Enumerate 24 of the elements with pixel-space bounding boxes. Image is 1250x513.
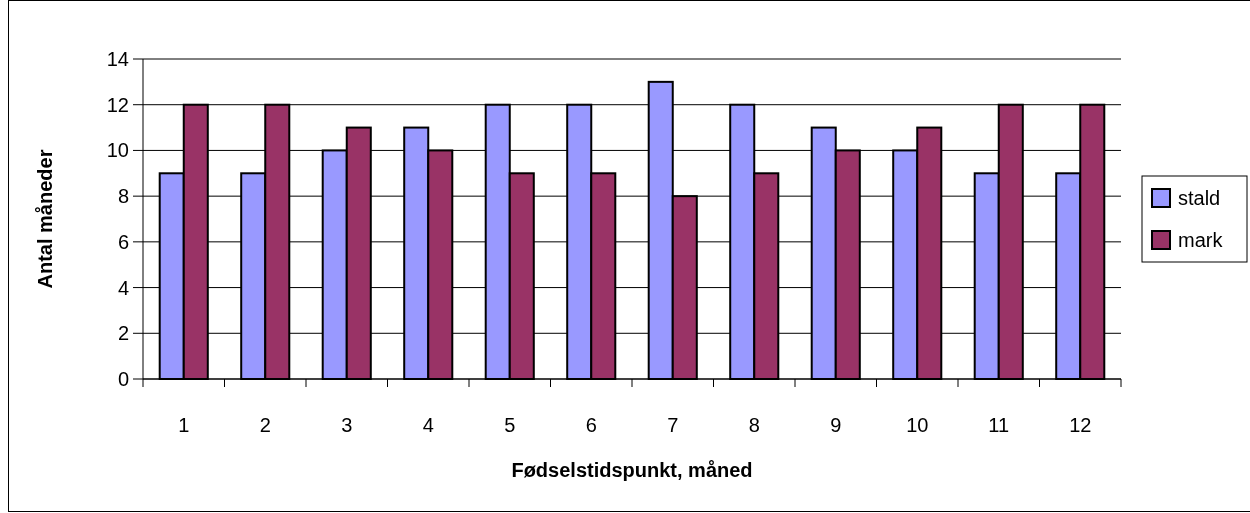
- y-tick-label: 12: [106, 93, 129, 116]
- y-tick-label: 10: [106, 139, 129, 162]
- y-tick-label: 2: [117, 322, 129, 345]
- x-tick-label: 3: [341, 414, 353, 436]
- x-tick-label: 8: [748, 414, 760, 436]
- x-tick-label: 11: [988, 414, 1010, 436]
- x-tick-label: 9: [830, 414, 842, 436]
- legend-label: stald: [1178, 187, 1221, 209]
- y-tick-label: 14: [106, 48, 129, 70]
- x-axis-title: Fødselstidspunkt, måned: [511, 459, 753, 481]
- y-tick-label: 4: [117, 276, 129, 299]
- y-tick-label: 0: [117, 368, 129, 390]
- x-tick-label: 4: [422, 414, 434, 436]
- x-tick-label: 12: [1069, 414, 1092, 436]
- x-tick-label: 1: [178, 414, 190, 436]
- x-tick-label: 10: [906, 414, 929, 436]
- x-tick-label: 2: [259, 414, 271, 436]
- y-axis-title: Antal måneder: [34, 149, 56, 289]
- y-tick-label: 8: [117, 185, 129, 208]
- legend-label: mark: [1178, 229, 1224, 251]
- x-tick-label: 6: [585, 414, 597, 436]
- x-tick-label: 7: [667, 414, 679, 436]
- x-tick-label: 5: [504, 414, 516, 436]
- y-tick-label: 6: [117, 230, 129, 253]
